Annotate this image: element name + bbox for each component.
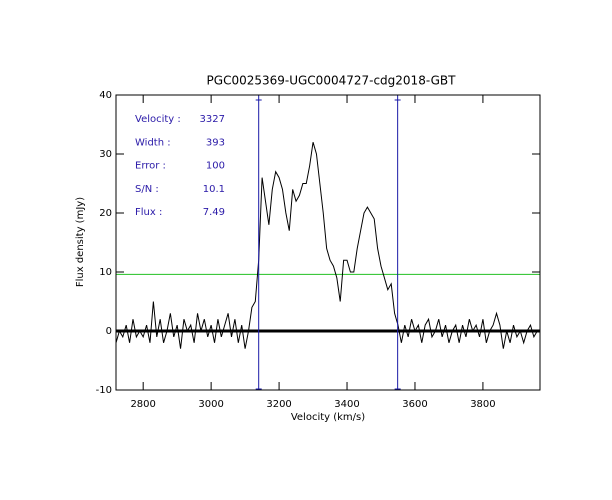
info-label: Error : — [135, 161, 166, 172]
plot-frame — [115, 94, 541, 391]
y-axis-label: Flux density (mJy) — [75, 197, 86, 287]
y-tick-label: -10 — [96, 385, 112, 396]
info-value: 7.49 — [203, 207, 225, 218]
x-axis-label: Velocity (km/s) — [291, 412, 365, 423]
x-tick-label: 3800 — [470, 399, 495, 410]
y-tick-label: 30 — [99, 149, 112, 160]
y-tick-label: 0 — [106, 326, 112, 337]
y-tick-label: 20 — [99, 208, 112, 219]
info-label: Velocity : — [135, 114, 181, 125]
info-value: 3327 — [200, 114, 225, 125]
x-tick-label: 3600 — [402, 399, 427, 410]
x-tick-label: 3400 — [334, 399, 359, 410]
spectrum-line — [115, 142, 538, 349]
info-label: S/N : — [135, 184, 159, 195]
info-value: 393 — [206, 137, 225, 148]
x-tick-label: 3000 — [198, 399, 223, 410]
info-value: 100 — [206, 161, 225, 172]
info-label: Width : — [135, 137, 171, 148]
x-tick-label: 3200 — [266, 399, 291, 410]
chart-title: PGC0025369-UGC0004727-cdg2018-GBT — [207, 74, 457, 88]
y-tick-label: 40 — [99, 90, 112, 101]
x-tick-label: 2800 — [130, 399, 155, 410]
info-label: Flux : — [135, 207, 162, 218]
y-tick-label: 10 — [99, 267, 112, 278]
info-value: 10.1 — [203, 184, 225, 195]
